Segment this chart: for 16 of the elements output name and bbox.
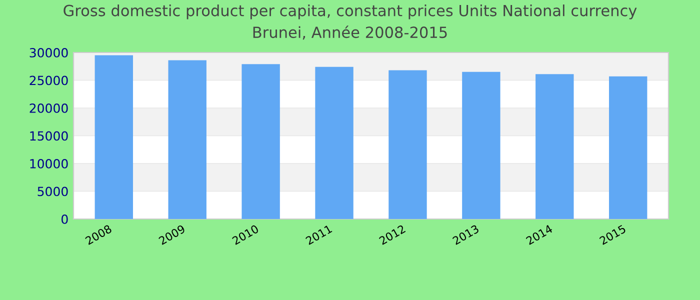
y-tick-label: 0 bbox=[62, 214, 68, 224]
chart-title: Gross domestic product per capita, constant prices Units National currency Brunei, Année 2008-2015 bbox=[64, 4, 637, 40]
bar bbox=[609, 76, 648, 219]
bar bbox=[536, 74, 574, 219]
bar bbox=[388, 70, 427, 219]
y-tick-label: 30000 bbox=[30, 48, 68, 58]
bar bbox=[462, 72, 500, 219]
y-tick-label: 25000 bbox=[30, 76, 68, 86]
y-tick-label: 10000 bbox=[30, 158, 68, 168]
y-tick-label: 5000 bbox=[38, 186, 68, 196]
bar bbox=[94, 55, 133, 219]
y-tick-label: 15000 bbox=[30, 131, 68, 141]
y-tick-label: 20000 bbox=[30, 103, 68, 113]
bar bbox=[168, 60, 206, 219]
bar bbox=[315, 66, 354, 219]
bar bbox=[242, 64, 280, 219]
